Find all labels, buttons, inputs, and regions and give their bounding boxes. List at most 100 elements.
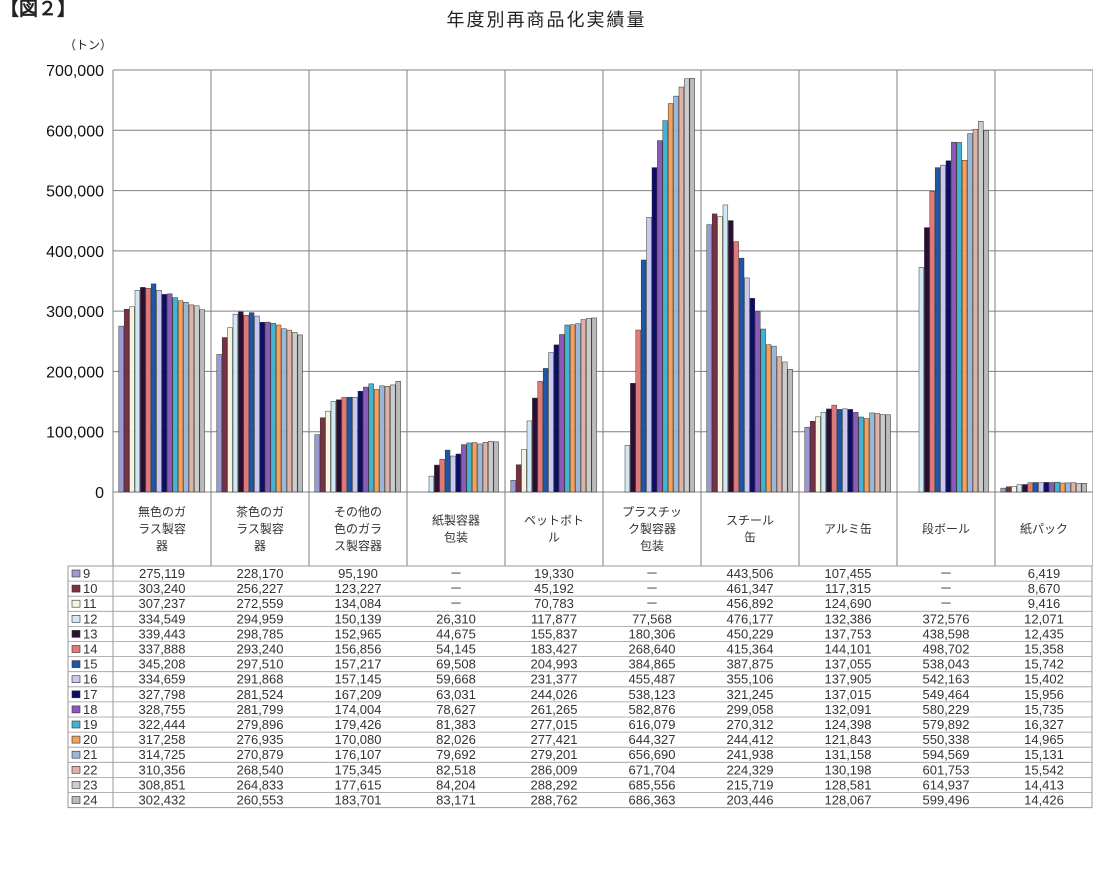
data-label: 261,265 bbox=[531, 702, 578, 717]
bar bbox=[428, 475, 435, 493]
category-label: プラスチッ bbox=[622, 505, 682, 519]
data-label: 279,896 bbox=[237, 717, 284, 732]
bar bbox=[537, 381, 543, 493]
legend-label: 15 bbox=[83, 657, 97, 672]
bar bbox=[1005, 486, 1012, 493]
data-label: 281,799 bbox=[237, 702, 284, 717]
y-unit-label: （トン） bbox=[64, 38, 113, 52]
data-label: － bbox=[645, 596, 658, 611]
data-label: － bbox=[645, 566, 658, 581]
bar bbox=[352, 397, 358, 493]
chart-title: 年度別再商品化実績量 bbox=[446, 10, 647, 31]
category-label: 包装 bbox=[444, 531, 468, 545]
data-label: 384,865 bbox=[629, 657, 676, 672]
data-label: 179,426 bbox=[335, 717, 382, 732]
bar bbox=[265, 321, 271, 493]
bar bbox=[842, 408, 848, 493]
bar bbox=[956, 142, 962, 493]
data-label: 450,229 bbox=[727, 626, 774, 641]
legend-swatch bbox=[71, 645, 81, 653]
bar bbox=[591, 317, 597, 493]
legend-label: 14 bbox=[83, 642, 97, 657]
bar bbox=[254, 315, 260, 493]
bar bbox=[188, 304, 195, 493]
data-label: 124,690 bbox=[825, 596, 872, 611]
legend-swatch bbox=[71, 675, 81, 684]
bar bbox=[183, 302, 189, 493]
data-label: 549,464 bbox=[923, 687, 970, 702]
bar bbox=[292, 332, 298, 493]
data-label: 167,209 bbox=[335, 687, 382, 702]
legend-label: 13 bbox=[83, 626, 97, 641]
bar bbox=[972, 128, 979, 493]
data-label: 538,043 bbox=[923, 657, 970, 672]
bar bbox=[559, 334, 565, 493]
data-label: 415,364 bbox=[727, 642, 774, 657]
bar bbox=[510, 480, 516, 493]
bar bbox=[684, 78, 690, 493]
legend-label: 9 bbox=[83, 566, 90, 581]
data-label: 123,227 bbox=[335, 581, 382, 596]
bar bbox=[1070, 482, 1077, 493]
data-label: 12,435 bbox=[1024, 626, 1064, 641]
data-label: 387,875 bbox=[727, 657, 774, 672]
data-label: 456,892 bbox=[727, 596, 774, 611]
bar bbox=[624, 444, 631, 493]
bar bbox=[167, 293, 173, 493]
data-label: 337,888 bbox=[139, 642, 186, 657]
bar bbox=[123, 308, 130, 493]
category-label: ル bbox=[548, 531, 560, 545]
bar bbox=[134, 290, 141, 493]
bar bbox=[129, 306, 135, 493]
data-label: 134,084 bbox=[335, 596, 382, 611]
legend-swatch bbox=[71, 630, 81, 638]
data-label: 579,892 bbox=[923, 717, 970, 732]
data-label: － bbox=[449, 581, 462, 596]
data-label: 204,993 bbox=[531, 657, 578, 672]
data-label: 132,091 bbox=[825, 702, 872, 717]
data-label: 180,306 bbox=[629, 626, 676, 641]
bar bbox=[760, 328, 766, 493]
data-label: 157,145 bbox=[335, 672, 382, 687]
legend-swatch bbox=[71, 735, 81, 744]
bar bbox=[341, 397, 347, 493]
bar bbox=[880, 414, 886, 493]
data-label: 270,879 bbox=[237, 747, 284, 762]
category-label: 色のガラ bbox=[334, 522, 382, 536]
bar bbox=[635, 329, 641, 493]
data-label: 286,009 bbox=[531, 762, 578, 777]
data-label: 276,935 bbox=[237, 732, 284, 747]
data-label: 308,851 bbox=[139, 777, 186, 792]
legend-label: 11 bbox=[83, 596, 97, 611]
bar bbox=[140, 287, 146, 493]
bar bbox=[150, 283, 157, 493]
data-label: 137,753 bbox=[825, 626, 872, 641]
data-label: 260,553 bbox=[237, 793, 284, 808]
legend-swatch bbox=[71, 614, 81, 623]
bar bbox=[286, 329, 293, 493]
data-label: 443,506 bbox=[727, 566, 774, 581]
data-label: 183,701 bbox=[335, 793, 382, 808]
data-label: 176,107 bbox=[335, 747, 382, 762]
data-label: 45,192 bbox=[534, 581, 574, 596]
bar bbox=[706, 224, 712, 493]
bar bbox=[776, 356, 783, 493]
bar bbox=[586, 317, 592, 493]
data-label: － bbox=[645, 581, 658, 596]
data-label: 438,598 bbox=[923, 626, 970, 641]
data-label: 15,956 bbox=[1024, 687, 1064, 702]
bar bbox=[869, 412, 875, 493]
bar bbox=[1027, 482, 1033, 493]
bar bbox=[553, 344, 560, 493]
data-label: 155,837 bbox=[531, 626, 578, 641]
bar bbox=[259, 322, 266, 493]
category-label: その他の bbox=[334, 505, 382, 519]
bar bbox=[749, 298, 756, 493]
data-label: 81,383 bbox=[436, 717, 476, 732]
legend-swatch bbox=[71, 584, 81, 593]
y-tick-label: 200,000 bbox=[46, 364, 104, 381]
bar bbox=[967, 133, 973, 493]
bar bbox=[924, 227, 930, 493]
category-label: ペットボト bbox=[524, 514, 584, 528]
category-label: ラス製容 bbox=[236, 521, 284, 536]
